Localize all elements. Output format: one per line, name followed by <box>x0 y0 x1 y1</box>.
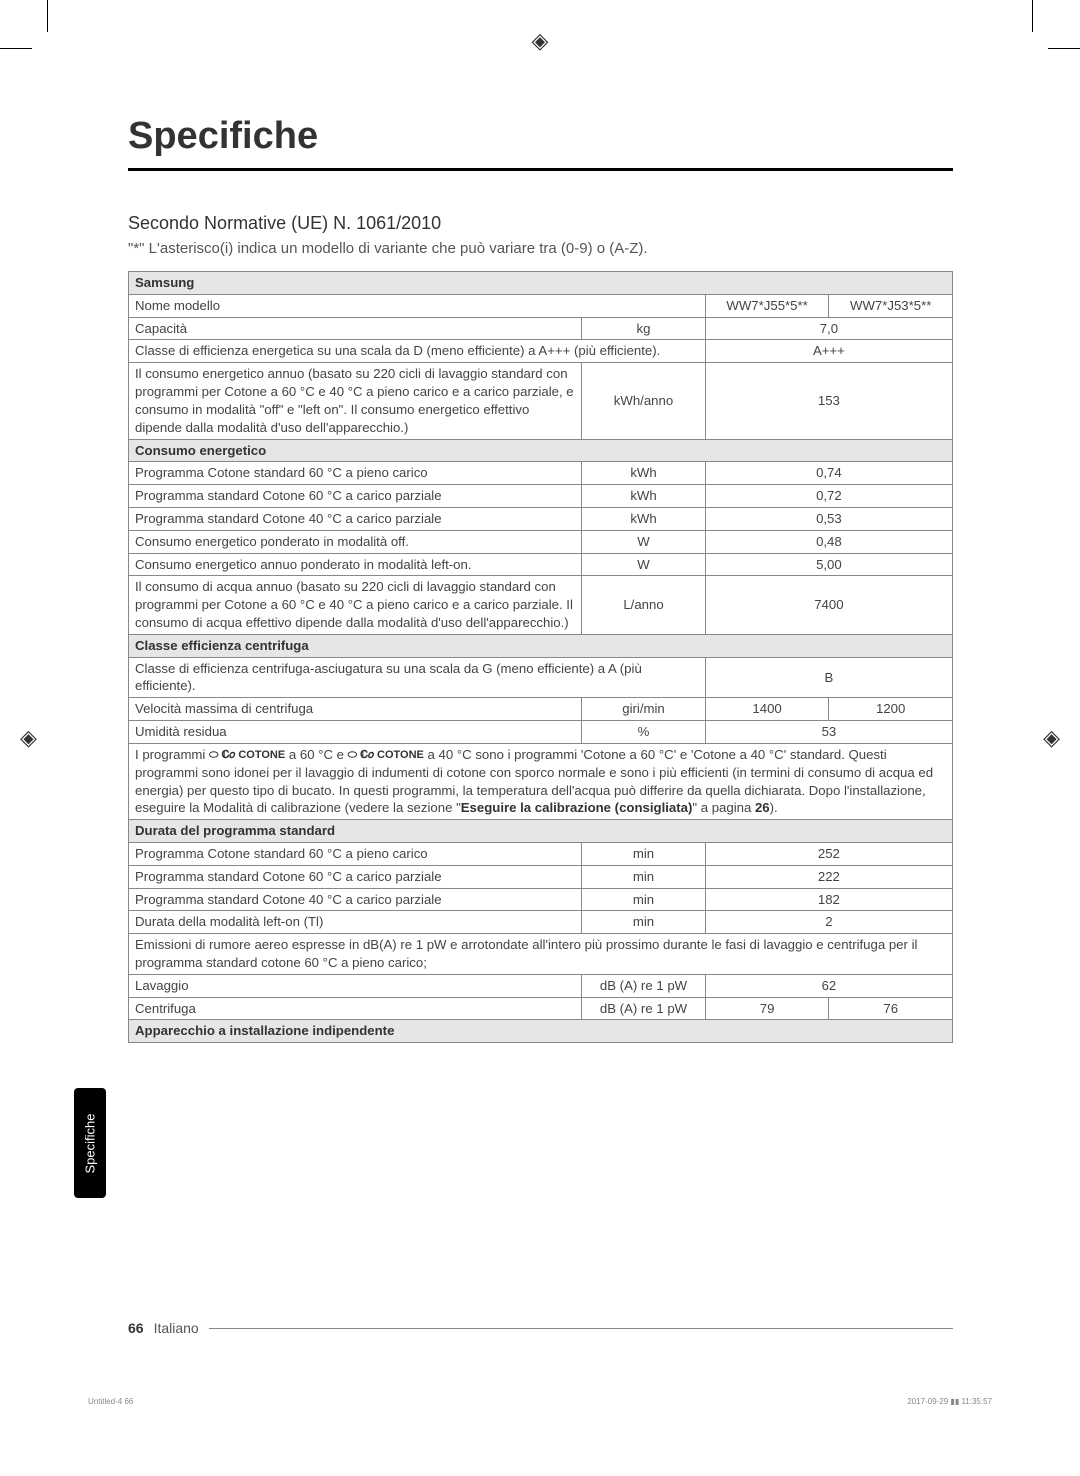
table-row: Classe di efficienza centrifuga-asciugat… <box>129 657 953 698</box>
table-row: Lavaggio dB (A) re 1 pW 62 <box>129 974 953 997</box>
page-number: 66 <box>128 1320 144 1336</box>
annual-water-label: Il consumo di acqua annuo (basato su 220… <box>129 576 582 634</box>
spin-class-label: Classe di efficienza centrifuga-asciugat… <box>129 657 706 698</box>
weighted-lefton-value: 5,00 <box>705 553 952 576</box>
e40-partial-label: Programma standard Cotone 40 °C a carico… <box>129 507 582 530</box>
capacity-unit: kg <box>582 317 706 340</box>
efficiency-class-label: Classe di efficienza energetica su una s… <box>129 340 706 363</box>
spin-label: Centrifuga <box>129 997 582 1020</box>
wash-value: 62 <box>705 974 952 997</box>
annual-energy-value: 153 <box>705 363 952 439</box>
brand-header: Samsung <box>129 272 953 295</box>
residual-label: Umidità residua <box>129 721 582 744</box>
model-b: WW7*J53*5** <box>829 294 953 317</box>
table-row: Il consumo di acqua annuo (basato su 220… <box>129 576 953 634</box>
d60-partial-label: Programma standard Cotone 60 °C a carico… <box>129 865 582 888</box>
table-row: I programmi ⬭ ℂ𝑜 COTONE a 60 °C e ⬭ ℂ𝑜 C… <box>129 743 953 819</box>
weighted-off-value: 0,48 <box>705 530 952 553</box>
table-row: Capacità kg 7,0 <box>129 317 953 340</box>
model-name-label: Nome modello <box>129 294 706 317</box>
d60-full-label: Programma Cotone standard 60 °C a pieno … <box>129 842 582 865</box>
print-mark-left: Untitled-4 66 <box>88 1397 133 1406</box>
table-row: Classe di efficienza energetica su una s… <box>129 340 953 363</box>
table-row: Consumo energetico annuo ponderato in mo… <box>129 553 953 576</box>
spin-max-a: 1400 <box>705 698 829 721</box>
table-row: Programma standard Cotone 40 °C a carico… <box>129 507 953 530</box>
page-content: Specifiche Secondo Normative (UE) N. 106… <box>128 115 953 1043</box>
spin-max-label: Velocità massima di centrifuga <box>129 698 582 721</box>
d60-partial-value: 222 <box>705 865 952 888</box>
e40-partial-value: 0,53 <box>705 507 952 530</box>
programme-note: I programmi ⬭ ℂ𝑜 COTONE a 60 °C e ⬭ ℂ𝑜 C… <box>129 743 953 819</box>
wash-label: Lavaggio <box>129 974 582 997</box>
d40-partial-label: Programma standard Cotone 40 °C a carico… <box>129 888 582 911</box>
e60-partial-label: Programma standard Cotone 60 °C a carico… <box>129 485 582 508</box>
registration-mark-top: ◈ <box>532 28 549 54</box>
d40-partial-value: 182 <box>705 888 952 911</box>
e60-partial-value: 0,72 <box>705 485 952 508</box>
table-row: Il consumo energetico annuo (basato su 2… <box>129 363 953 439</box>
spin-max-b: 1200 <box>829 698 953 721</box>
capacity-label: Capacità <box>129 317 582 340</box>
table-row: Velocità massima di centrifuga giri/min … <box>129 698 953 721</box>
page-footer: 66 Italiano <box>128 1320 953 1336</box>
spin-header: Classe efficienza centrifuga <box>129 634 953 657</box>
residual-value: 53 <box>705 721 952 744</box>
main-title: Specifiche <box>128 115 953 171</box>
noise-note: Emissioni di rumore aereo espresse in dB… <box>129 934 953 975</box>
table-row: Umidità residua % 53 <box>129 721 953 744</box>
cotone-icon: ⬭ ℂ𝑜 COTONE <box>209 749 285 761</box>
annual-energy-unit: kWh/anno <box>582 363 706 439</box>
model-a: WW7*J55*5** <box>705 294 829 317</box>
table-row: Emissioni di rumore aereo espresse in dB… <box>129 934 953 975</box>
energy-header: Consumo energetico <box>129 439 953 462</box>
asterisk-note: "*" L'asterisco(i) indica un modello di … <box>128 240 953 257</box>
efficiency-class-value: A+++ <box>705 340 952 363</box>
e60-full-value: 0,74 <box>705 462 952 485</box>
spin-class-value: B <box>705 657 952 698</box>
cotone-icon: ⬭ ℂ𝑜 COTONE <box>348 749 424 761</box>
language-label: Italiano <box>154 1320 199 1336</box>
annual-energy-label: Il consumo energetico annuo (basato su 2… <box>129 363 582 439</box>
capacity-value: 7,0 <box>705 317 952 340</box>
table-row: Programma Cotone standard 60 °C a pieno … <box>129 842 953 865</box>
table-row: Programma standard Cotone 60 °C a carico… <box>129 865 953 888</box>
table-row: Programma Cotone standard 60 °C a pieno … <box>129 462 953 485</box>
spin-value-a: 79 <box>705 997 829 1020</box>
table-row: Centrifuga dB (A) re 1 pW 79 76 <box>129 997 953 1020</box>
table-row: Durata della modalità left-on (Tl) min 2 <box>129 911 953 934</box>
spin-value-b: 76 <box>829 997 953 1020</box>
regulation-heading: Secondo Normative (UE) N. 1061/2010 <box>128 213 953 234</box>
print-mark-right: 2017-09-29 ▮▮ 11:35:57 <box>907 1397 992 1406</box>
table-row: Consumo energetico ponderato in modalità… <box>129 530 953 553</box>
section-tab: Specifiche <box>74 1088 106 1198</box>
annual-water-value: 7400 <box>705 576 952 634</box>
table-row: Programma standard Cotone 40 °C a carico… <box>129 888 953 911</box>
lefton-duration-value: 2 <box>705 911 952 934</box>
d60-full-value: 252 <box>705 842 952 865</box>
lefton-duration-label: Durata della modalità left-on (Tl) <box>129 911 582 934</box>
weighted-off-label: Consumo energetico ponderato in modalità… <box>129 530 582 553</box>
table-row: Nome modello WW7*J55*5** WW7*J53*5** <box>129 294 953 317</box>
footer-divider <box>209 1328 953 1329</box>
e60-full-label: Programma Cotone standard 60 °C a pieno … <box>129 462 582 485</box>
duration-header: Durata del programma standard <box>129 820 953 843</box>
freestanding: Apparecchio a installazione indipendente <box>129 1020 953 1043</box>
weighted-lefton-label: Consumo energetico annuo ponderato in mo… <box>129 553 582 576</box>
annual-water-unit: L/anno <box>582 576 706 634</box>
specs-table: Samsung Nome modello WW7*J55*5** WW7*J53… <box>128 271 953 1043</box>
registration-mark-left: ◈ <box>20 725 37 751</box>
registration-mark-right: ◈ <box>1043 725 1060 751</box>
table-row: Programma standard Cotone 60 °C a carico… <box>129 485 953 508</box>
